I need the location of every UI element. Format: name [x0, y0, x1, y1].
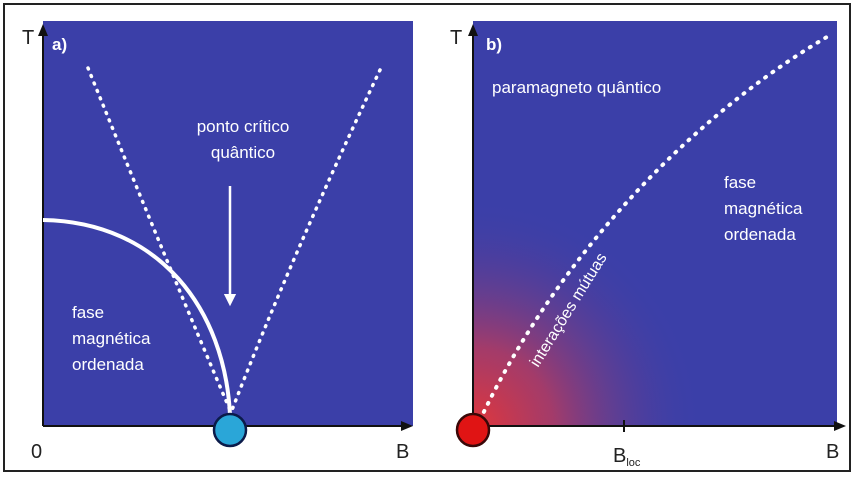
panel-a-background [43, 21, 413, 426]
panel-a-y-arrow-icon [38, 24, 48, 36]
panel-b-y-axis-label: T [450, 27, 462, 49]
panel-b-crossover-curve [478, 32, 834, 422]
panel-a-phase-boundary [42, 218, 232, 416]
panel-a-label: a) [52, 35, 67, 54]
panel-a-origin-label: 0 [31, 441, 42, 463]
panel-b-tick-label: Bloc [613, 445, 641, 469]
panel-b-x-axis-label: B [826, 441, 839, 463]
panel-a-phase-label-line3: ordenada [72, 355, 144, 374]
panel-a-x-arrow-icon [401, 421, 413, 431]
panel-a-critical-label-line2: quântico [211, 143, 275, 162]
panel-b-quantum-critical-point [455, 412, 491, 448]
panel-b-tick-label-sub: loc [626, 457, 641, 469]
panel-b-y-arrow-icon [468, 24, 478, 36]
panel-a-crossover-left [86, 66, 232, 412]
panel-b-x-arrow-icon [834, 421, 846, 431]
panel-a-phase-label-line2: magnética [72, 329, 151, 348]
panel-b-phase-label-line3: ordenada [724, 225, 796, 244]
panel-a-x-axis-label: B [396, 441, 409, 463]
panel-a-quantum-critical-point [212, 412, 248, 448]
panel-b-red-gradient [473, 21, 837, 426]
panel-b-tick-label-main: B [613, 445, 626, 467]
panel-b: b) paramagneto quântico fase magnética o… [450, 21, 846, 469]
panel-a-critical-label-line1: ponto crítico [197, 117, 290, 136]
panel-a: a) ponto crítico quântico fase magnética… [22, 21, 413, 463]
panel-a-crossover-right [230, 68, 382, 412]
panel-b-phase-label-line2: magnética [724, 199, 803, 218]
panel-a-y-axis-label: T [22, 27, 34, 49]
panel-a-phase-label-line1: fase [72, 303, 104, 322]
panel-b-paramagnet-label: paramagneto quântico [492, 78, 661, 97]
panel-b-phase-label-line1: fase [724, 173, 756, 192]
panel-b-label: b) [486, 35, 502, 54]
